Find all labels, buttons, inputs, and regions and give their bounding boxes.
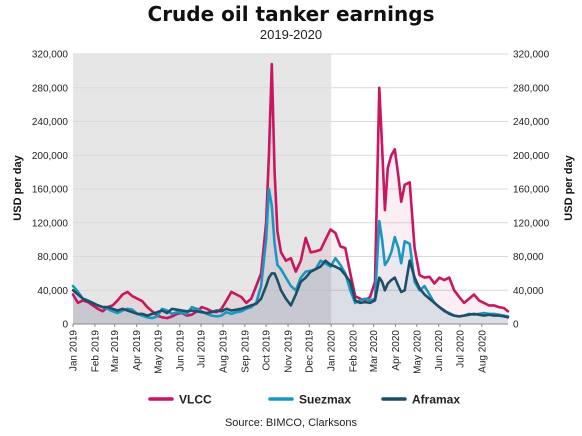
x-tick-label: Jan 2019 bbox=[69, 330, 80, 372]
y-tick-label-right: 120,000 bbox=[513, 218, 550, 229]
chart-subtitle: 2019-2020 bbox=[260, 27, 322, 42]
x-tick-label: Nov 2019 bbox=[284, 330, 295, 373]
x-tick-label: Jul 2020 bbox=[455, 330, 466, 368]
y-tick-label-left: 80,000 bbox=[37, 252, 68, 263]
legend-label-suezmax: Suezmax bbox=[299, 393, 351, 407]
x-tick-label: Mar 2020 bbox=[369, 330, 380, 373]
chart-title: Crude oil tanker earnings bbox=[148, 2, 435, 26]
y-tick-label-right: 160,000 bbox=[513, 185, 550, 196]
x-tick-label: Feb 2020 bbox=[349, 330, 360, 373]
y-tick-label-left: 280,000 bbox=[32, 83, 69, 94]
x-tick-label: May 2020 bbox=[412, 330, 423, 374]
y-tick-label-left: 40,000 bbox=[37, 286, 68, 297]
series-line-vlcc bbox=[71, 62, 510, 320]
x-tick-label: Aug 2020 bbox=[477, 330, 488, 373]
series-line-suezmax bbox=[71, 187, 510, 320]
x-tick-label: Jun 2019 bbox=[175, 330, 186, 372]
y-tick-label-right: 0 bbox=[513, 320, 519, 331]
y-tick-label-right: 240,000 bbox=[513, 117, 550, 128]
gridlines bbox=[73, 53, 508, 291]
y-axis-label-left: USD per day bbox=[12, 154, 24, 220]
y-axis-label-right: USD per day bbox=[563, 154, 575, 220]
series-lines bbox=[71, 62, 510, 320]
y-tick-label-left: 0 bbox=[62, 320, 68, 331]
x-tick-label: Apr 2020 bbox=[391, 330, 402, 371]
y-tick-label-left: 160,000 bbox=[32, 185, 69, 196]
y-tick-label-right: 200,000 bbox=[513, 151, 550, 162]
x-tick-label: May 2019 bbox=[153, 330, 164, 374]
x-tick-label: Jun 2020 bbox=[434, 330, 445, 372]
source-note: Source: BIMCO, Clarksons bbox=[225, 417, 358, 429]
y-tick-label-left: 120,000 bbox=[32, 218, 69, 229]
x-tick-label: Feb 2019 bbox=[90, 330, 101, 373]
y-tick-label-left: 320,000 bbox=[32, 50, 69, 61]
y-tick-label-left: 240,000 bbox=[32, 117, 69, 128]
x-axis-ticks: Jan 2019 Feb 2019 Mar 2019 Apr 2019 May 2019… bbox=[69, 324, 488, 374]
legend-label-vlcc: VLCC bbox=[179, 393, 212, 407]
x-tick-label: Oct 2019 bbox=[262, 330, 273, 371]
legend-label-aframax: Aframax bbox=[412, 393, 460, 407]
y-tick-label-right: 320,000 bbox=[513, 50, 550, 61]
series-line-aframax bbox=[71, 259, 510, 319]
x-tick-label: Aug 2019 bbox=[218, 330, 229, 373]
y-axis-left: 0 40,000 80,000 120,000 160,000 200,000 240,00… bbox=[32, 50, 69, 331]
x-tick-label: Jul 2019 bbox=[197, 330, 208, 368]
y-tick-label-right: 280,000 bbox=[513, 83, 550, 94]
x-tick-label: Dec 2019 bbox=[305, 330, 316, 373]
x-tick-label: Mar 2019 bbox=[110, 330, 121, 373]
x-tick-label: Apr 2019 bbox=[132, 330, 143, 371]
y-tick-label-left: 200,000 bbox=[32, 151, 69, 162]
x-tick-label: Jan 2020 bbox=[327, 330, 338, 372]
x-tick-label: Sep 2019 bbox=[240, 330, 251, 373]
legend: VLCC Suezmax Aframax bbox=[148, 393, 460, 407]
y-tick-label-right: 80,000 bbox=[513, 252, 544, 263]
area-aframax bbox=[73, 260, 508, 324]
y-tick-label-right: 40,000 bbox=[513, 286, 544, 297]
y-axis-right: 0 40,000 80,000 120,000 160,000 200,000 240,00… bbox=[513, 50, 550, 331]
